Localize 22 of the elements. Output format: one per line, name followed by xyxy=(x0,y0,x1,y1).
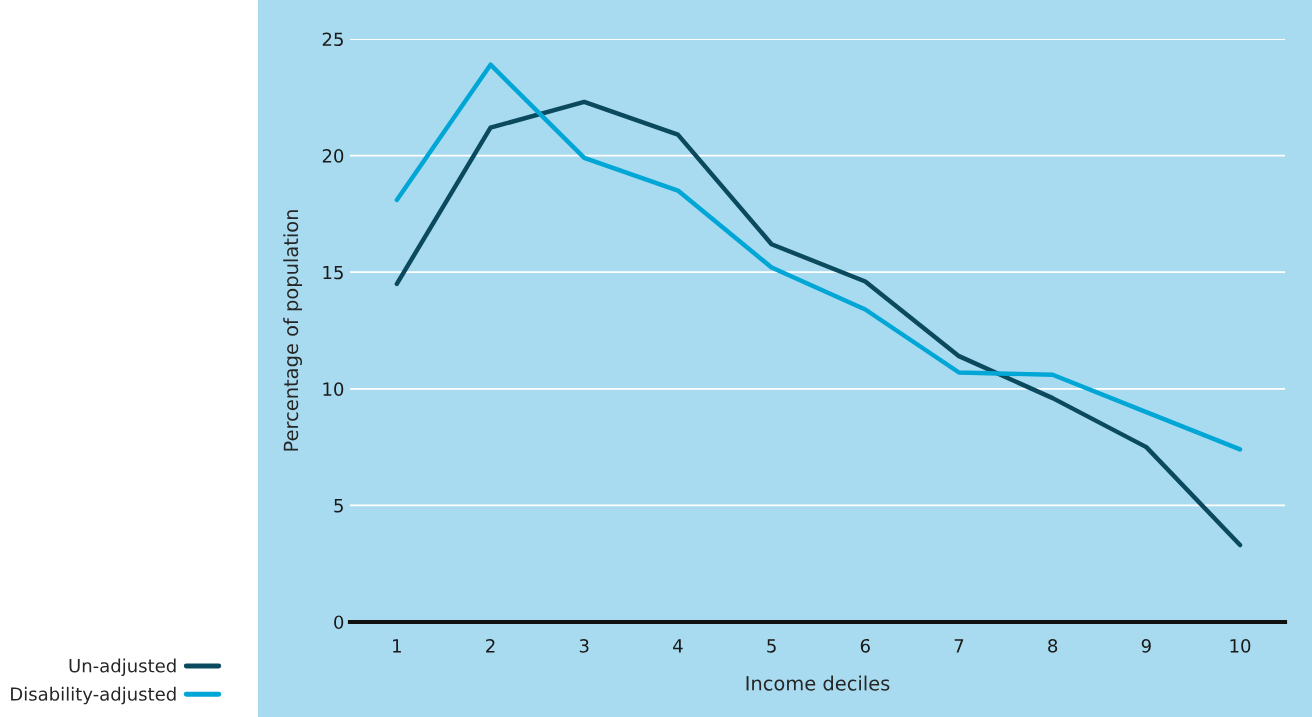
x-tick-label: 8 xyxy=(1048,638,1058,653)
y-axis-title: Percentage of population xyxy=(283,210,303,451)
x-tick-label: 3 xyxy=(579,638,589,653)
x-tick-label: 2 xyxy=(486,638,495,653)
x-tick-label: 7 xyxy=(954,639,964,653)
line-series xyxy=(394,99,1243,548)
legend-label: Disability-adjusted xyxy=(11,686,176,705)
x-tick-label: 1 xyxy=(393,639,401,653)
x-tick-label: 6 xyxy=(860,638,870,653)
y-tick-label: 20 xyxy=(322,149,344,163)
y-tick-label: 25 xyxy=(322,32,343,47)
x-tick-label: 5 xyxy=(767,639,776,653)
y-tick-label: 10 xyxy=(323,382,344,396)
x-tick-label: 10 xyxy=(1230,638,1251,653)
y-tick-label: 15 xyxy=(323,265,343,280)
x-axis-title: Income deciles xyxy=(746,675,890,691)
y-tick-label: 5 xyxy=(334,499,343,513)
legend-label: Un-adjusted xyxy=(69,658,176,677)
line-series xyxy=(394,62,1243,452)
y-tick-label: 0 xyxy=(334,615,344,630)
x-tick-label: 9 xyxy=(1141,638,1151,653)
x-tick-label: 4 xyxy=(673,639,683,653)
